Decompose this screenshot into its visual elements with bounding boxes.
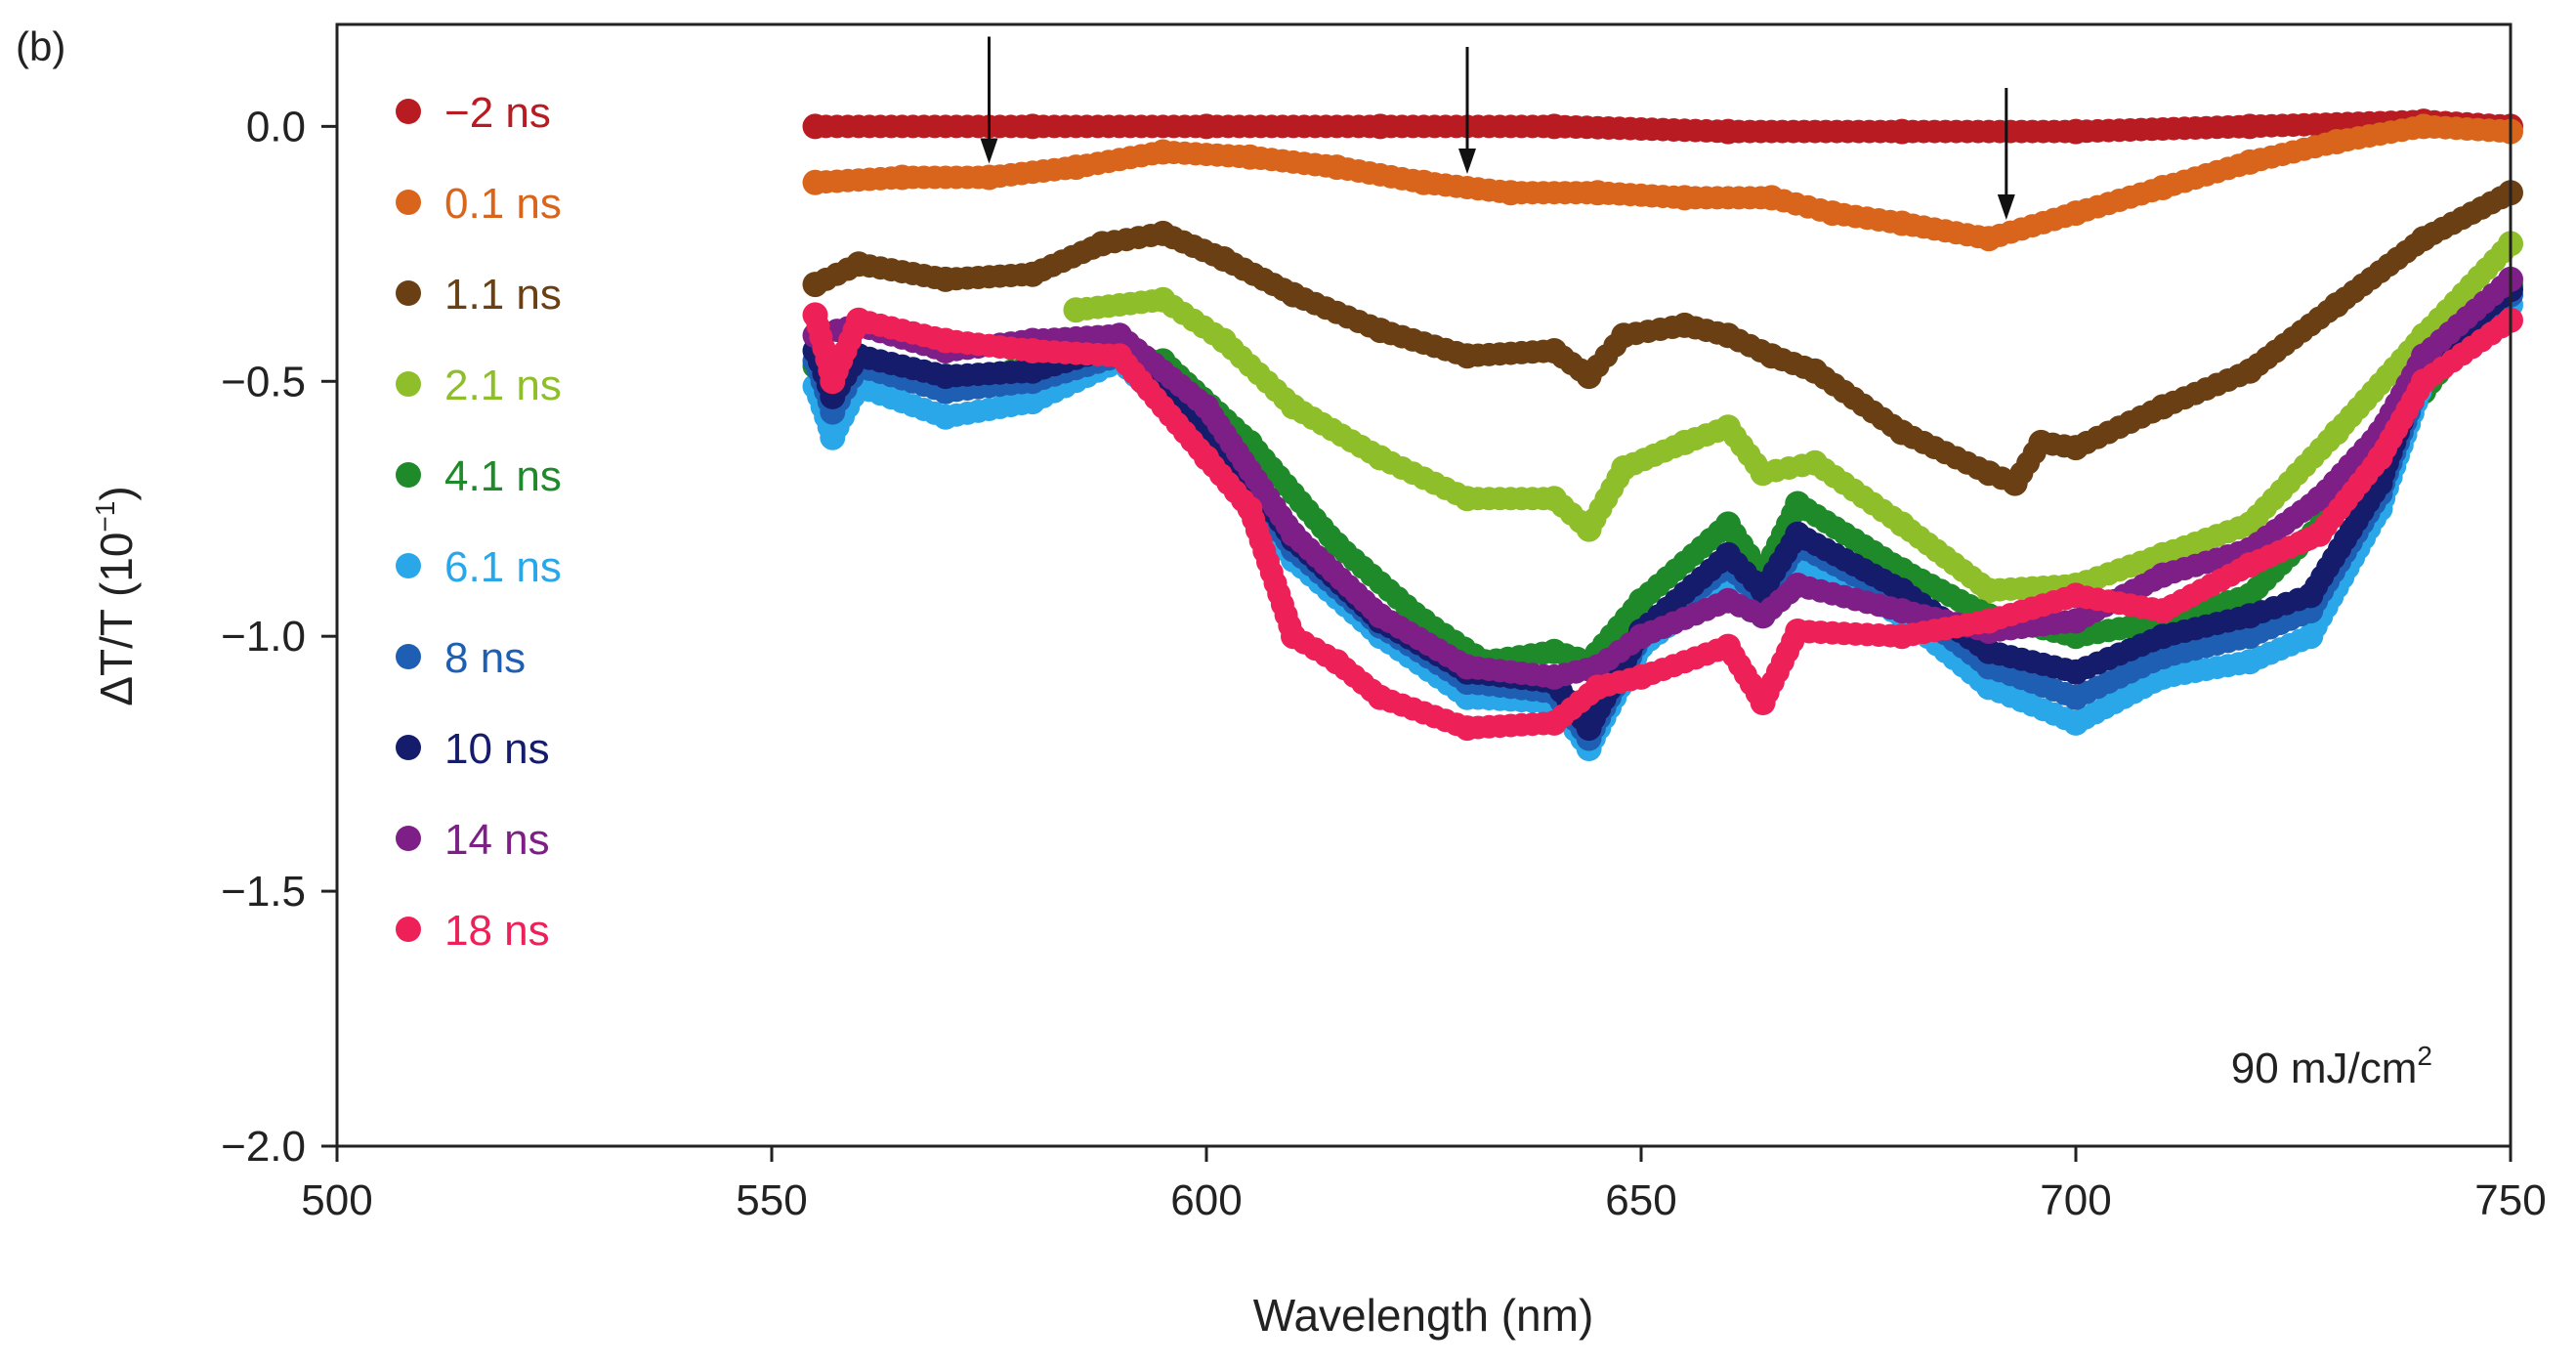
legend-marker bbox=[396, 917, 421, 942]
legend-label: 0.1 ns bbox=[444, 180, 562, 228]
legend-marker bbox=[396, 735, 421, 760]
legend-item-5: 4.1 ns bbox=[396, 452, 562, 500]
series-3 bbox=[802, 180, 2523, 496]
x-tick-label-500: 500 bbox=[301, 1176, 372, 1224]
legend-marker bbox=[396, 644, 421, 669]
arrow-head bbox=[980, 138, 998, 164]
legend-marker bbox=[396, 553, 421, 578]
series-10 bbox=[802, 302, 2523, 742]
legend-marker bbox=[396, 826, 421, 851]
x-tick-label-650: 650 bbox=[1605, 1176, 1676, 1224]
legend-label: 14 ns bbox=[444, 816, 550, 864]
legend-marker bbox=[396, 371, 421, 397]
data-layer bbox=[802, 108, 2523, 761]
legend-label: −2 ns bbox=[444, 89, 551, 137]
arrows bbox=[980, 36, 2015, 220]
x-tick-label-550: 550 bbox=[736, 1176, 807, 1224]
legend-item-10: 18 ns bbox=[396, 907, 550, 955]
y-axis-title-main: ΔT/T (10 bbox=[91, 533, 142, 706]
y-tick-label-0: 0.0 bbox=[246, 103, 306, 150]
x-tick-label-750: 750 bbox=[2474, 1176, 2546, 1224]
legend-item-3: 1.1 ns bbox=[396, 271, 562, 319]
legend-item-6: 6.1 ns bbox=[396, 543, 562, 591]
legend-label: 4.1 ns bbox=[444, 452, 562, 500]
legend: −2 ns 0.1 ns 1.1 ns 2.1 ns 4.1 ns 6.1 ns 8 ns 1… bbox=[396, 89, 562, 955]
x-tick-label-700: 700 bbox=[2040, 1176, 2111, 1224]
y-axis-title: ΔT/T (10−1) bbox=[90, 486, 142, 705]
legend-item-8: 10 ns bbox=[396, 725, 550, 773]
x-axis: 500 550 600 650 700 750 bbox=[301, 1146, 2547, 1224]
legend-item-9: 14 ns bbox=[396, 816, 550, 864]
series-2 bbox=[802, 113, 2523, 252]
y-tick-label-3: −1.5 bbox=[221, 868, 306, 916]
legend-label: 6.1 ns bbox=[444, 543, 562, 591]
arrow-head bbox=[1997, 193, 2015, 220]
y-axis: 0.0 −0.5 −1.0 −1.5 −2.0 bbox=[221, 103, 337, 1171]
legend-label: 18 ns bbox=[444, 907, 550, 955]
panel-label: (b) bbox=[16, 23, 65, 69]
y-axis-title-exponent: −1 bbox=[90, 501, 120, 533]
x-tick-label-600: 600 bbox=[1170, 1176, 1242, 1224]
fluence-annotation: 90 mJ/cm2 bbox=[2231, 1041, 2432, 1092]
legend-item-7: 8 ns bbox=[396, 634, 526, 682]
legend-label: 1.1 ns bbox=[444, 271, 562, 319]
y-tick-label-4: −2.0 bbox=[221, 1123, 306, 1171]
legend-label: 2.1 ns bbox=[444, 362, 562, 409]
legend-marker bbox=[396, 190, 421, 215]
fluence-annotation-main: 90 mJ/cm bbox=[2231, 1045, 2418, 1092]
arrow-2 bbox=[1458, 46, 1476, 174]
x-axis-title: Wavelength (nm) bbox=[1253, 1290, 1594, 1341]
y-axis-title-close: ) bbox=[91, 486, 142, 500]
arrow-1 bbox=[980, 36, 998, 164]
arrow-3 bbox=[1997, 87, 2015, 220]
y-tick-label-1: −0.5 bbox=[221, 358, 306, 406]
legend-marker bbox=[396, 99, 421, 124]
legend-item-1: −2 ns bbox=[396, 89, 551, 137]
legend-marker bbox=[396, 280, 421, 306]
series-1 bbox=[802, 108, 2523, 145]
legend-marker bbox=[396, 462, 421, 488]
series-9 bbox=[802, 266, 2523, 690]
fluence-annotation-sup: 2 bbox=[2417, 1041, 2432, 1071]
y-tick-label-2: −1.0 bbox=[221, 613, 306, 661]
legend-label: 8 ns bbox=[444, 634, 526, 682]
arrow-head bbox=[1458, 148, 1476, 174]
legend-item-2: 0.1 ns bbox=[396, 180, 562, 228]
legend-item-4: 2.1 ns bbox=[396, 362, 562, 409]
plot-frame bbox=[335, 22, 2513, 1148]
legend-label: 10 ns bbox=[444, 725, 550, 773]
